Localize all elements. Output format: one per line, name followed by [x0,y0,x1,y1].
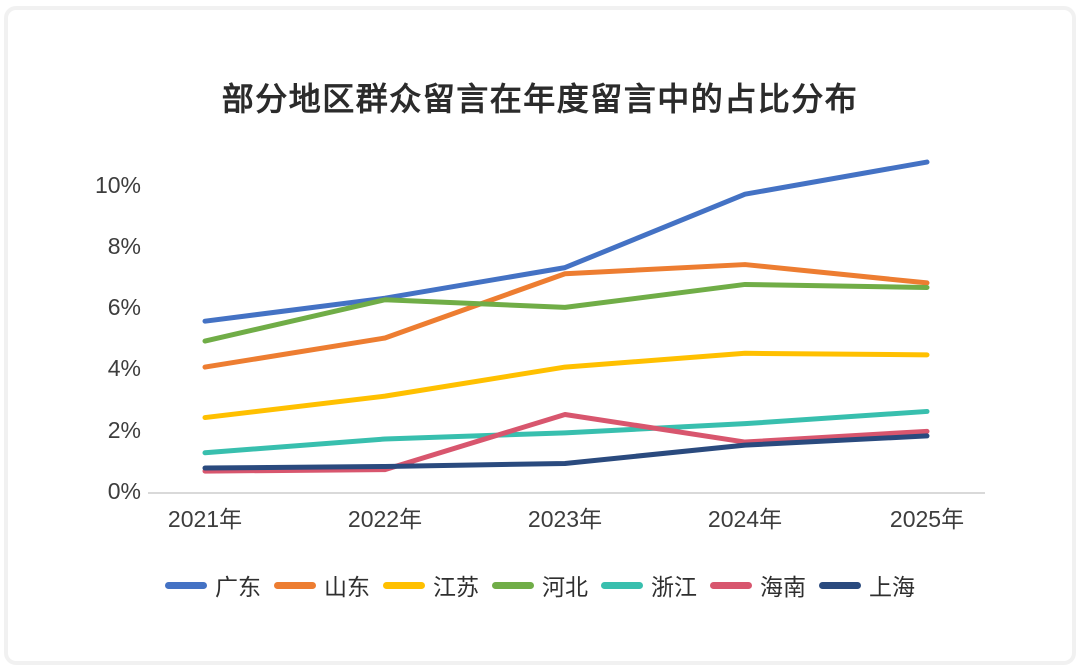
legend-label-shandong: 山东 [324,574,370,600]
legend-swatch-hainan [710,581,752,589]
series-line-hebei [202,281,930,344]
series-line-hainan [202,412,930,474]
legend-swatch-hebei [492,581,534,589]
legend-item-zhejiang: 浙江 [601,568,697,602]
x-axis-tick-2025: 2025年 [889,506,965,532]
series-line-shandong [202,262,930,370]
legend-swatch-jiangsu [383,581,425,589]
series-line-jiangsu [202,350,930,421]
y-axis-tick-6: 6% [107,294,141,320]
legend-label-guangdong: 广东 [215,574,261,600]
legend-label-hebei: 河北 [542,574,588,600]
y-axis-tick-4: 4% [107,355,141,381]
series-line-zhejiang [202,408,930,456]
legend-label-jiangsu: 江苏 [433,574,479,600]
legend-label-hainan: 海南 [760,574,806,600]
legend-item-shandong: 山东 [274,568,370,602]
legend: 广东 山东 江苏 河北 浙江 海南 上海 [0,568,1080,602]
legend-swatch-shandong [274,581,316,589]
y-axis-tick-10: 10% [94,172,141,198]
y-axis-tick-8: 8% [107,233,141,259]
x-axis-tick-2021: 2021年 [167,506,243,532]
series-line-guangdong [202,159,930,324]
legend-item-jiangsu: 江苏 [383,568,479,602]
legend-swatch-shanghai [819,581,861,589]
x-axis-tick-2023: 2023年 [527,506,603,532]
chart-title: 部分地区群众留言在年度留言中的占比分布 [221,81,859,117]
legend-label-shanghai: 上海 [869,574,915,600]
series-line-shanghai [202,433,930,471]
legend-item-shanghai: 上海 [819,568,915,602]
legend-swatch-guangdong [165,581,207,589]
legend-item-hainan: 海南 [710,568,806,602]
legend-item-guangdong: 广东 [165,568,261,602]
y-axis-tick-2: 2% [107,417,141,443]
legend-item-hebei: 河北 [492,568,588,602]
x-axis-tick-2024: 2024年 [707,506,783,532]
legend-label-zhejiang: 浙江 [651,574,697,600]
x-axis-tick-2022: 2022年 [347,506,423,532]
legend-swatch-zhejiang [601,581,643,589]
y-axis-tick-0: 0% [107,478,141,504]
